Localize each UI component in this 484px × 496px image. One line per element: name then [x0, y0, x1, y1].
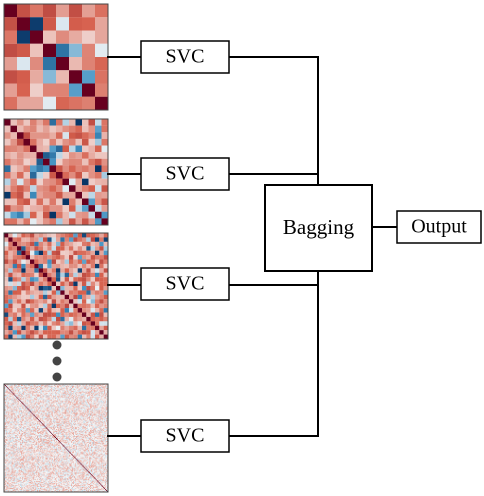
ellipsis-dot	[52, 340, 62, 350]
matrix-1	[3, 3, 109, 111]
svc-label: SVC	[166, 425, 205, 447]
svc-label: SVC	[166, 163, 205, 185]
svc-box-2: SVC	[140, 157, 230, 191]
svc-box-1: SVC	[140, 40, 230, 74]
svc-label: SVC	[166, 46, 205, 68]
bagging-label: Bagging	[283, 215, 355, 239]
ellipsis-dot	[52, 356, 62, 366]
ellipsis-dots	[52, 340, 62, 382]
ellipsis-dot	[52, 372, 62, 382]
svc-box-4: SVC	[140, 419, 230, 453]
connector-svc-2-bagging	[228, 173, 319, 186]
output-box: Output	[396, 210, 482, 244]
bagging-box: Bagging	[264, 184, 373, 272]
output-label: Output	[411, 216, 467, 238]
svc-label: SVC	[166, 273, 205, 295]
matrix-4	[3, 383, 109, 493]
connector-svc-4-bagging	[228, 270, 319, 437]
svc-box-3: SVC	[140, 267, 230, 301]
matrix-2	[3, 118, 109, 226]
connector-svc-3-bagging	[228, 270, 319, 286]
matrix-3	[3, 232, 109, 340]
connector-svc-1-bagging	[228, 56, 319, 186]
